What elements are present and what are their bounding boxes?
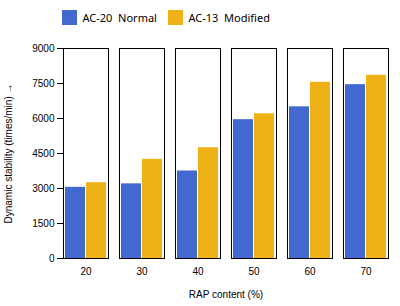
svg-text:30: 30	[136, 265, 148, 276]
svg-text:7500: 7500	[32, 77, 55, 88]
svg-text:70: 70	[360, 265, 372, 276]
svg-text:6000: 6000	[32, 112, 55, 123]
svg-text:Dynamic stability (times/min): Dynamic stability (times/min) →	[3, 83, 14, 223]
svg-text:RAP content (%): RAP content (%)	[189, 288, 263, 299]
svg-text:0: 0	[49, 252, 55, 263]
svg-text:20: 20	[80, 265, 92, 276]
svg-text:4500: 4500	[32, 147, 55, 158]
html-text:AC-20 Normal: AC-20 Normal	[82, 9, 157, 25]
svg-text:40: 40	[192, 265, 204, 276]
html-text:AC-13 Modified: AC-13 Modified	[188, 9, 270, 25]
svg-text:60: 60	[304, 265, 316, 276]
svg-text:3000: 3000	[32, 182, 55, 193]
svg-text:1500: 1500	[32, 217, 55, 228]
svg-text:50: 50	[248, 265, 260, 276]
svg-text:9000: 9000	[32, 42, 55, 53]
